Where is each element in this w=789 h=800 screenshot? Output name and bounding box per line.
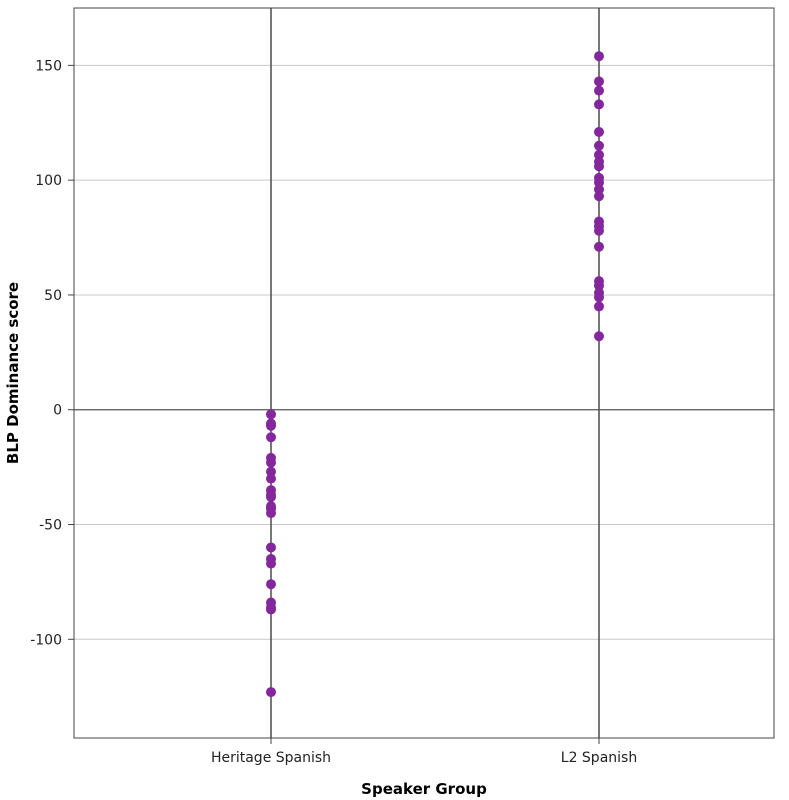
y-axis-title: BLP Dominance score <box>4 282 22 464</box>
data-point <box>266 457 276 468</box>
data-point <box>594 85 604 96</box>
data-point <box>266 420 276 431</box>
data-point <box>594 191 604 202</box>
x-tick-label: L2 Spanish <box>561 750 637 766</box>
y-tick-label: 0 <box>53 403 62 419</box>
data-point <box>594 140 604 151</box>
data-point <box>266 542 276 553</box>
data-point <box>266 558 276 569</box>
data-point <box>594 161 604 172</box>
data-point <box>266 508 276 519</box>
data-point <box>594 184 604 195</box>
data-point <box>266 466 276 477</box>
y-tick-label: -50 <box>39 518 62 534</box>
y-tick-label: 100 <box>35 173 62 189</box>
data-point <box>266 409 276 420</box>
data-points <box>266 51 604 698</box>
data-point <box>594 225 604 236</box>
data-point <box>266 579 276 590</box>
y-tick-label: 150 <box>35 58 62 74</box>
tick-labels: 150 100 50 0 -50 -100 Heritage Spanish L2 Spani… <box>30 58 637 766</box>
data-point <box>594 177 604 188</box>
data-point <box>594 99 604 110</box>
y-tick-label: -100 <box>30 632 62 648</box>
data-point <box>594 149 604 160</box>
data-point <box>594 301 604 312</box>
x-axis-title: Speaker Group <box>361 780 487 798</box>
data-point <box>594 51 604 62</box>
data-point <box>594 280 604 291</box>
plot-frame <box>73 7 775 739</box>
category-lines <box>270 8 600 744</box>
data-point <box>266 604 276 615</box>
data-point <box>594 292 604 303</box>
data-point <box>594 76 604 87</box>
data-point <box>266 432 276 443</box>
data-point <box>266 473 276 484</box>
x-tick-label: Heritage Spanish <box>211 750 331 766</box>
data-point <box>594 331 604 342</box>
data-point <box>266 687 276 698</box>
grid-layer <box>68 64 774 640</box>
data-point <box>594 241 604 252</box>
data-point <box>594 126 604 137</box>
y-tick-label: 50 <box>44 288 62 304</box>
data-point <box>266 491 276 502</box>
